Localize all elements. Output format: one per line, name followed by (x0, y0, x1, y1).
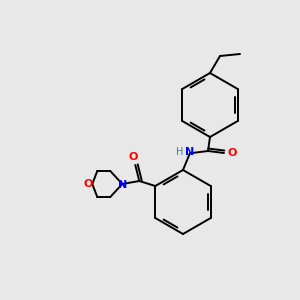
Text: O: O (129, 152, 138, 162)
Text: N: N (185, 147, 195, 157)
Text: O: O (227, 148, 236, 158)
Text: H: H (176, 147, 184, 157)
Text: N: N (118, 180, 127, 190)
Text: O: O (84, 179, 93, 189)
